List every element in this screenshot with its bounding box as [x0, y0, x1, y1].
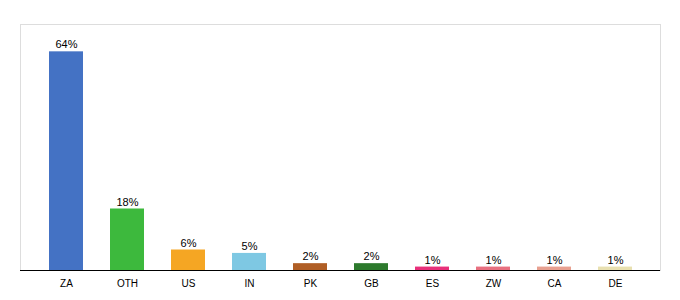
svg-text:6%: 6% — [181, 237, 197, 249]
svg-text:1%: 1% — [425, 254, 441, 266]
svg-text:ZA: ZA — [60, 278, 73, 289]
svg-text:2%: 2% — [364, 250, 380, 262]
svg-text:ES: ES — [426, 278, 440, 289]
svg-text:CA: CA — [548, 278, 562, 289]
svg-text:64%: 64% — [55, 38, 77, 50]
svg-text:1%: 1% — [608, 254, 624, 266]
svg-text:DE: DE — [609, 278, 623, 289]
svg-text:1%: 1% — [486, 254, 502, 266]
svg-text:18%: 18% — [116, 196, 138, 208]
svg-text:5%: 5% — [242, 240, 258, 252]
svg-text:2%: 2% — [303, 250, 319, 262]
svg-text:IN: IN — [245, 278, 255, 289]
svg-text:OTH: OTH — [117, 278, 138, 289]
svg-text:ZW: ZW — [486, 278, 502, 289]
svg-text:1%: 1% — [547, 254, 563, 266]
svg-text:PK: PK — [304, 278, 318, 289]
svg-text:US: US — [182, 278, 196, 289]
svg-text:GB: GB — [364, 278, 379, 289]
